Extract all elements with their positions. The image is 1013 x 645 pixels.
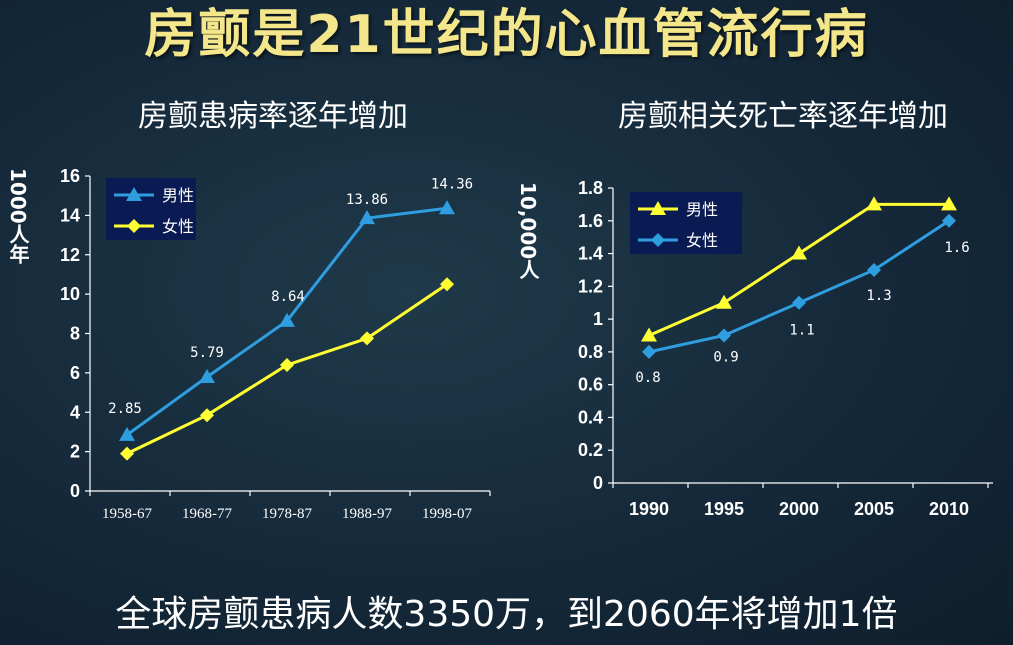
data-point bbox=[359, 210, 375, 225]
data-label: 1.6 bbox=[944, 240, 969, 256]
right-chart-title: 房颤相关死亡率逐年增加 bbox=[618, 99, 948, 134]
y-tick-label: 0.6 bbox=[578, 375, 603, 395]
y-tick-label: 1.8 bbox=[578, 178, 603, 198]
y-tick-label: 0 bbox=[593, 473, 603, 493]
y-tick-label: 0.8 bbox=[578, 342, 603, 362]
data-point bbox=[120, 446, 134, 461]
legend-box bbox=[630, 192, 742, 254]
legend-label: 女性 bbox=[686, 231, 718, 250]
y-tick-label: 0.4 bbox=[578, 407, 603, 427]
legend-label: 女性 bbox=[162, 217, 194, 236]
data-point bbox=[200, 408, 214, 423]
x-tick-label: 2010 bbox=[929, 499, 969, 519]
legend-label: 男性 bbox=[162, 186, 194, 205]
y-tick-label: 1.4 bbox=[578, 244, 603, 264]
y-tick-label: 1.6 bbox=[578, 211, 603, 231]
data-point bbox=[360, 331, 374, 346]
x-tick-label: 1988-97 bbox=[342, 506, 392, 522]
legend-marker bbox=[126, 187, 142, 201]
data-point bbox=[717, 328, 731, 343]
footer-text: 全球房颤患病人数3350万，到2060年将增加1倍 bbox=[115, 594, 898, 635]
y-tick-label: 8 bbox=[70, 324, 80, 344]
x-tick-label: 2005 bbox=[854, 499, 894, 519]
data-point bbox=[641, 327, 657, 342]
y-tick-label: 14 bbox=[60, 205, 80, 225]
data-label: 1.3 bbox=[866, 288, 891, 304]
x-tick-label: 1978-87 bbox=[262, 506, 312, 522]
data-point bbox=[642, 344, 656, 359]
data-label: 13.86 bbox=[346, 192, 388, 208]
y-tick-label: 4 bbox=[70, 402, 80, 422]
y-tick-label: 16 bbox=[60, 166, 80, 186]
y-axis-label: 10,000人 bbox=[516, 182, 540, 279]
x-tick-label: 1990 bbox=[629, 499, 669, 519]
y-tick-label: 6 bbox=[70, 363, 80, 383]
data-point bbox=[440, 277, 454, 292]
legend-marker bbox=[651, 233, 665, 247]
mortality-chart: 0 0.2 0.4 0.6 0.8 1 1.2 1.4 1.6 1.8 1990 1995 2000 20… bbox=[516, 178, 993, 519]
left-chart-title: 房颤患病率逐年增加 bbox=[138, 99, 408, 134]
y-tick-label: 12 bbox=[60, 245, 80, 265]
data-point bbox=[791, 245, 807, 260]
y-axis-label: 1000人年 bbox=[6, 168, 30, 264]
data-point bbox=[199, 369, 215, 384]
data-point bbox=[866, 196, 882, 211]
x-tick-label: 1958-67 bbox=[102, 506, 152, 522]
legend-box bbox=[106, 178, 196, 240]
data-label: 1.1 bbox=[789, 323, 814, 339]
incidence-chart: 0 2 4 6 8 10 12 14 16 1958-67 1968-77 1978-87 1988-9… bbox=[6, 166, 491, 522]
data-point bbox=[119, 426, 135, 441]
x-tick-label: 1995 bbox=[704, 499, 744, 519]
data-point bbox=[280, 358, 294, 372]
y-tick-label: 0.2 bbox=[578, 440, 603, 460]
data-label: 5.79 bbox=[190, 345, 224, 361]
legend-label: 男性 bbox=[686, 200, 718, 219]
data-point bbox=[279, 312, 295, 327]
data-label: 8.64 bbox=[271, 289, 305, 305]
data-point bbox=[867, 262, 881, 277]
x-tick-label: 1998-07 bbox=[422, 506, 472, 522]
y-tick-label: 1.2 bbox=[578, 276, 603, 296]
data-label: 2.85 bbox=[108, 401, 142, 417]
data-point bbox=[439, 200, 455, 215]
data-label: 14.36 bbox=[431, 176, 473, 192]
data-point bbox=[942, 213, 956, 228]
y-tick-label: 1 bbox=[593, 309, 603, 329]
x-tick-label: 2000 bbox=[779, 499, 819, 519]
legend-marker bbox=[127, 219, 141, 233]
page-title: 房颤是21世纪的心血管流行病 bbox=[144, 5, 869, 65]
y-tick-label: 2 bbox=[70, 442, 80, 462]
x-tick-label: 1968-77 bbox=[182, 506, 232, 522]
data-label: 0.8 bbox=[635, 370, 660, 386]
legend-marker bbox=[650, 201, 666, 215]
data-point bbox=[941, 196, 957, 211]
y-tick-label: 10 bbox=[60, 284, 80, 304]
data-point bbox=[716, 294, 732, 309]
data-label: 0.9 bbox=[713, 350, 738, 366]
y-tick-label: 0 bbox=[70, 481, 80, 501]
data-point bbox=[792, 295, 806, 310]
